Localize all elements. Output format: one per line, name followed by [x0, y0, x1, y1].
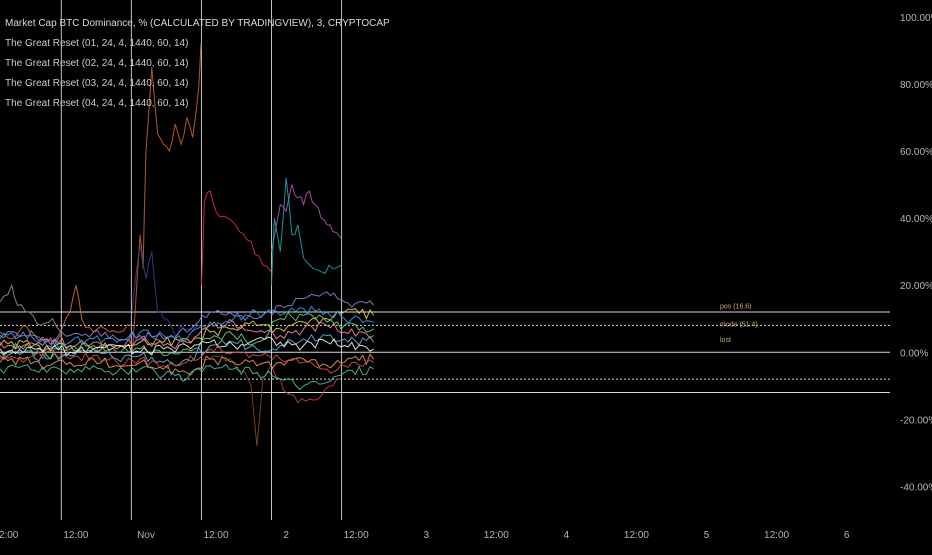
series-line — [0, 333, 375, 367]
series-line — [0, 336, 374, 357]
x-tick-label: 5 — [704, 530, 710, 541]
x-tick-label: 2 — [283, 530, 289, 541]
series-line — [271, 177, 342, 286]
x-tick-label: 3 — [423, 530, 429, 541]
y-tick-label: -20.00% — [900, 415, 932, 426]
x-tick-label: 6 — [844, 530, 850, 541]
series-line — [131, 43, 202, 353]
x-tick-label: 12:00 — [63, 530, 88, 541]
series-line — [271, 184, 342, 252]
x-tick-label: 12:00 — [484, 530, 509, 541]
indicator-legend-1[interactable]: The Great Reset (01, 24, 4, 1440, 60, 14… — [5, 38, 189, 49]
series-line — [0, 312, 374, 360]
level-label: pos (16.6) — [720, 303, 752, 310]
indicator-legend-3[interactable]: The Great Reset (03, 24, 4, 1440, 60, 14… — [5, 78, 189, 89]
series-line — [0, 305, 374, 349]
y-tick-label: 20.00% — [900, 281, 932, 292]
level-label: lost — [720, 337, 731, 344]
y-tick-label: 100.00% — [900, 13, 932, 24]
x-axis: 12:00 12:00 Nov 12:00 2 12:00 3 12:00 4 12:00 5 12:… — [0, 530, 850, 541]
indicator-legend-4[interactable]: The Great Reset (04, 24, 4, 1440, 60, 14… — [5, 98, 189, 109]
series-line — [0, 318, 374, 350]
series-line — [0, 283, 62, 333]
chart-legend: Market Cap BTC Dominance, % (CALCULATED … — [5, 14, 390, 114]
x-tick-label: 4 — [564, 530, 570, 541]
series-line — [0, 285, 131, 342]
right-level-labels: pos (16.6) mode (51.4) lost — [720, 303, 758, 344]
series-lines — [0, 43, 375, 447]
session-boundary-lines — [60, 0, 343, 520]
y-tick-label: -40.00% — [900, 482, 932, 493]
x-tick-label: Nov — [137, 530, 155, 541]
x-tick-label: 12:00 — [624, 530, 649, 541]
chart-title[interactable]: Market Cap BTC Dominance, % (CALCULATED … — [5, 18, 390, 29]
series-line — [0, 344, 374, 374]
x-tick-label: 12:00 — [344, 530, 369, 541]
level-label: mode (51.4) — [720, 322, 758, 329]
series-line — [0, 363, 374, 391]
series-line — [0, 353, 375, 376]
x-tick-label: 12:00 — [204, 530, 229, 541]
horizontal-level-lines — [0, 311, 890, 394]
series-line — [131, 244, 201, 337]
series-line — [271, 365, 342, 404]
x-tick-label: 12:00 — [0, 530, 19, 541]
y-tick-label: 60.00% — [900, 147, 932, 158]
y-tick-label: 80.00% — [900, 80, 932, 91]
series-line — [201, 355, 272, 447]
series-line — [200, 190, 272, 286]
x-tick-label: 12:00 — [764, 530, 789, 541]
y-tick-label: 40.00% — [900, 214, 932, 225]
indicator-legend-2[interactable]: The Great Reset (02, 24, 4, 1440, 60, 14… — [5, 58, 189, 69]
series-line — [0, 291, 375, 346]
y-tick-label: 0.00% — [900, 348, 928, 359]
y-axis: 100.00% 80.00% 60.00% 40.00% 20.00% 0.00% -20.… — [900, 13, 932, 494]
